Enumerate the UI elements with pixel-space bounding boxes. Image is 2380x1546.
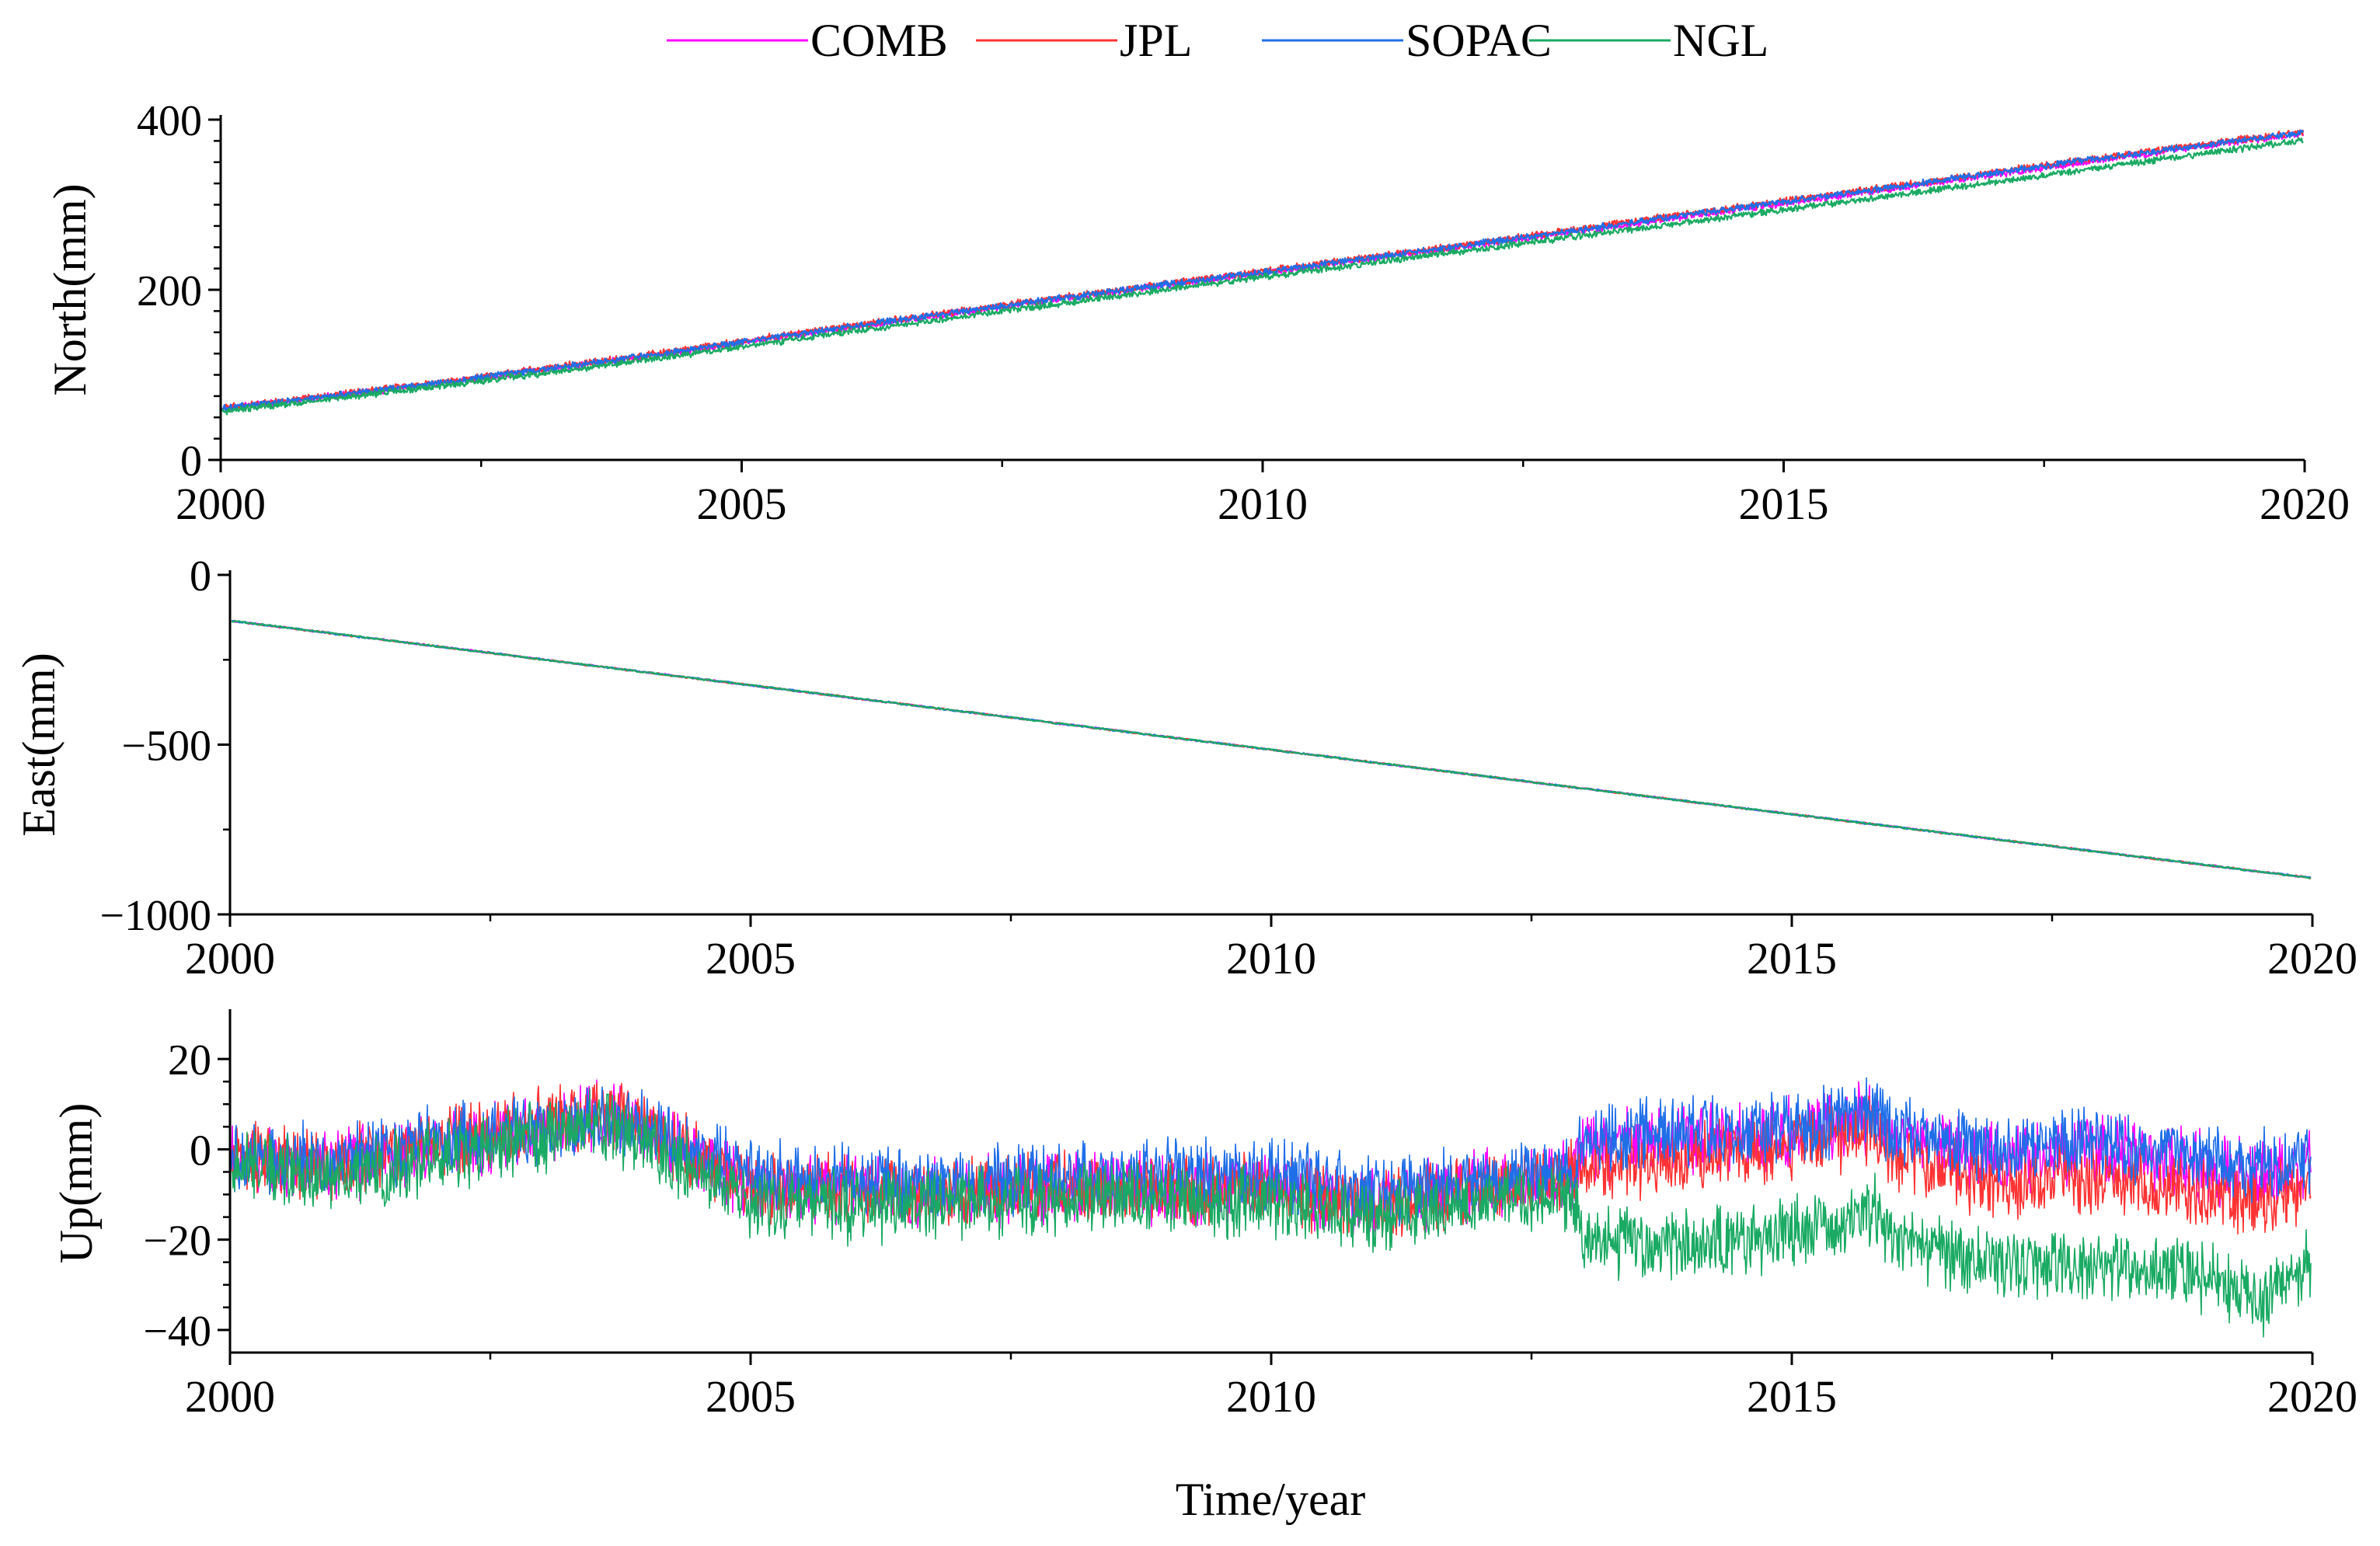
x-tick-label-north: 2015 <box>1739 479 1829 529</box>
x-tick-label-east: 2015 <box>1747 933 1837 984</box>
x-tick-label-north: 2005 <box>697 479 787 529</box>
x-tick-label-north: 2020 <box>2260 479 2350 529</box>
series-line-east-ngl <box>231 619 2312 879</box>
y-tick-label-north: 400 <box>137 97 202 145</box>
y-tick-label-up: 0 <box>190 1126 211 1175</box>
north-panel: 0 200 400 2000 2005 2010 2015 2020 North(mm) <box>44 97 2350 529</box>
x-axis-title: Time/year <box>1176 1474 1365 1525</box>
y-tick-label-east: 0 <box>190 552 211 601</box>
y-tick-label-east: −1000 <box>99 892 211 940</box>
legend-label-comb: COMB <box>810 15 948 66</box>
up-panel: −40 −20 0 20 2000 2005 2010 2015 2020 Up(mm) <box>51 1009 2357 1422</box>
x-tick-label-up: 2005 <box>706 1371 796 1422</box>
east-panel: −1000 −500 0 2000 2005 2010 2015 2020 East(mm) <box>13 552 2357 984</box>
y-tick-label-north: 0 <box>180 437 202 486</box>
x-tick-label-north: 2010 <box>1218 479 1308 529</box>
x-tick-label-up: 2020 <box>2267 1371 2357 1422</box>
x-tick-label-east: 2020 <box>2267 933 2357 984</box>
x-tick-label-east: 2010 <box>1226 933 1316 984</box>
series-line-up-ngl <box>231 1088 2312 1338</box>
y-tick-label-up: −40 <box>143 1307 211 1356</box>
legend-label-sopac: SOPAC <box>1406 15 1552 66</box>
legend-label-jpl: JPL <box>1120 15 1192 66</box>
y-tick-label-up: 20 <box>168 1036 211 1085</box>
x-tick-label-up: 2015 <box>1747 1371 1837 1422</box>
x-tick-label-north: 2000 <box>176 479 266 529</box>
y-tick-label-north: 200 <box>137 267 202 315</box>
y-tick-label-east: −500 <box>121 723 211 771</box>
series-line-north-ngl <box>221 137 2304 416</box>
y-tick-label-up: −20 <box>143 1217 211 1266</box>
y-axis-title-north: North(mm) <box>44 183 96 395</box>
series-line-north-sopac <box>221 129 2304 413</box>
y-axis-title-up: Up(mm) <box>51 1103 102 1264</box>
legend-label-ngl: NGL <box>1673 15 1768 66</box>
x-tick-label-east: 2000 <box>185 933 275 984</box>
y-axis-title-east: East(mm) <box>13 653 64 837</box>
x-tick-label-up: 2000 <box>185 1371 275 1422</box>
x-tick-label-east: 2005 <box>706 933 796 984</box>
legend: COMB JPL SOPAC NGL <box>667 15 1768 66</box>
x-tick-label-up: 2010 <box>1226 1371 1316 1422</box>
